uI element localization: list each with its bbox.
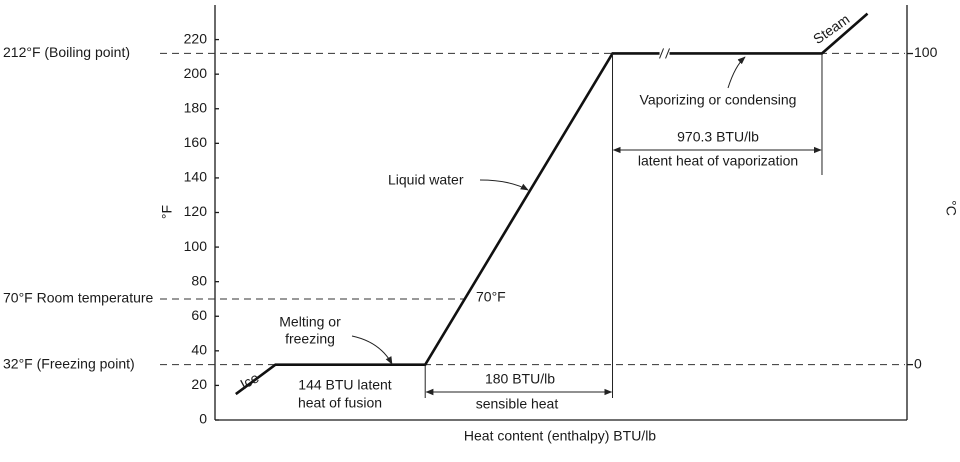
y-tick-label: 160 xyxy=(184,134,208,150)
y-tick-label: 100 xyxy=(184,238,208,254)
y-tick-label: 120 xyxy=(184,203,208,219)
y-tick-label: 60 xyxy=(191,307,207,323)
x-axis-label: Heat content (enthalpy) BTU/lb xyxy=(464,428,656,444)
y-tick-label: 220 xyxy=(184,30,208,46)
y-tick-label: 80 xyxy=(191,272,207,288)
y-axis-label: °F xyxy=(159,205,175,219)
annotation: freezing xyxy=(285,331,335,347)
annotation: Ice xyxy=(237,369,261,392)
reference-label: 70°F Room temperature xyxy=(3,290,154,306)
annotation: 180 BTU/lb xyxy=(485,371,555,387)
y-tick-label: 20 xyxy=(191,376,207,392)
pointer-arrow xyxy=(351,335,393,365)
y2-axis-label: °C xyxy=(943,200,959,216)
y-tick-label: 180 xyxy=(184,99,208,115)
y2-tick-label: 100 xyxy=(914,44,938,60)
annotation: Melting or xyxy=(279,314,341,330)
annotation: latent heat of vaporization xyxy=(638,153,798,169)
pointer-arrow xyxy=(479,179,529,191)
y2-tick-label: 0 xyxy=(914,355,922,371)
axis-break-gap xyxy=(659,47,670,60)
y-tick-label: 140 xyxy=(184,169,208,185)
annotation: sensible heat xyxy=(476,396,559,412)
y-tick-label: 0 xyxy=(199,411,207,427)
reference-label: 32°F (Freezing point) xyxy=(3,355,135,371)
annotation: 144 BTU latent xyxy=(298,377,391,393)
annotation: Liquid water xyxy=(388,172,464,188)
data-line xyxy=(235,12,869,396)
axis-break xyxy=(659,48,671,59)
annotation: 70°F xyxy=(476,289,506,305)
annotation: Steam xyxy=(810,11,852,47)
y-tick-label: 200 xyxy=(184,65,208,81)
pointer-arrow xyxy=(727,56,746,89)
reference-label: 212°F (Boiling point) xyxy=(3,44,130,60)
y-tick-label: 40 xyxy=(191,342,207,358)
annotation: Vaporizing or condensing xyxy=(640,92,797,108)
annotation: heat of fusion xyxy=(298,395,382,411)
annotation: 970.3 BTU/lb xyxy=(677,129,759,145)
